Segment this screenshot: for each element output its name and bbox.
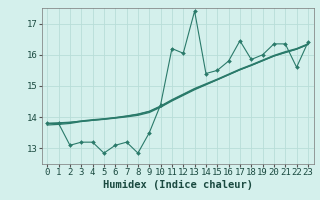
X-axis label: Humidex (Indice chaleur): Humidex (Indice chaleur) (103, 180, 252, 190)
